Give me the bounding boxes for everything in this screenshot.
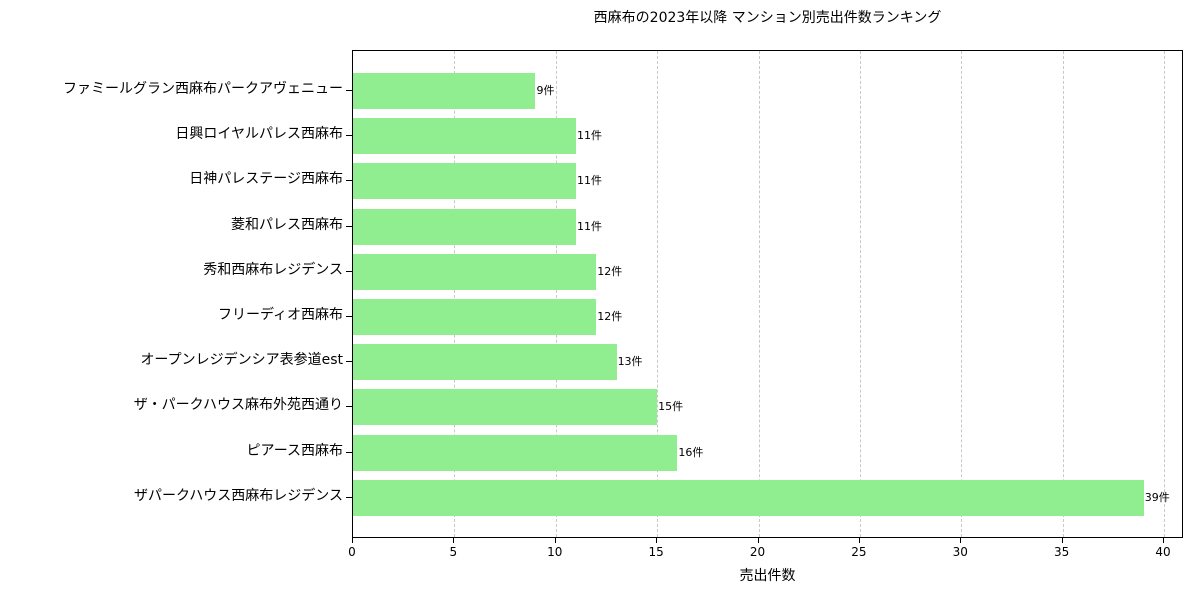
x-tick-label: 20 xyxy=(749,545,766,559)
y-tick-label: オープンレジデンシア表参道est xyxy=(140,352,343,369)
y-tick xyxy=(346,361,352,363)
bar-value-label: 15件 xyxy=(658,400,684,414)
y-tick-label: 秀和西麻布レジデンス xyxy=(203,261,343,278)
x-axis-label: 売出件数 xyxy=(739,568,796,584)
gridline xyxy=(657,51,659,537)
x-tick-label: 5 xyxy=(449,545,458,559)
x-tick xyxy=(656,538,658,543)
bar xyxy=(353,73,536,109)
x-tick xyxy=(757,538,759,543)
gridline xyxy=(1062,51,1064,537)
x-tick xyxy=(1061,538,1063,543)
bar xyxy=(353,208,577,245)
bar xyxy=(353,299,597,335)
y-tick-label: ピアース西麻布 xyxy=(246,442,343,459)
y-tick-label: ファミールグラン西麻布パークアヴェニュー xyxy=(63,81,343,97)
gridline xyxy=(859,51,861,537)
y-tick xyxy=(346,406,352,408)
gridline xyxy=(555,51,557,537)
y-tick xyxy=(346,316,352,317)
y-tick xyxy=(346,180,352,182)
gridline xyxy=(961,51,963,537)
bar-value-label: 12件 xyxy=(597,310,623,323)
bar xyxy=(353,253,597,290)
x-tick xyxy=(352,538,353,543)
y-tick xyxy=(346,270,352,272)
x-tick-label: 15 xyxy=(648,545,664,559)
bar-value-label: 12件 xyxy=(597,264,623,278)
y-tick-label: ザパークハウス西麻布レジデンス xyxy=(133,487,343,504)
y-tick xyxy=(346,225,352,227)
x-tick xyxy=(858,538,860,543)
x-tick xyxy=(960,538,962,543)
plot-area: 9件 11件 11件 11件 12件 12件 13件 15件 16件 39件 xyxy=(352,50,1183,538)
y-tick xyxy=(346,451,352,453)
gridline xyxy=(758,51,760,537)
bar-value-label: 11件 xyxy=(577,174,603,188)
y-tick-label: 日興ロイヤルパレス西麻布 xyxy=(175,126,343,143)
bar xyxy=(353,389,658,426)
bar-value-label: 9件 xyxy=(536,84,555,97)
x-tick-label: 40 xyxy=(1155,545,1171,559)
y-tick xyxy=(346,135,352,137)
y-tick-label: 菱和パレス西麻布 xyxy=(231,216,343,233)
bar xyxy=(353,479,1144,516)
bar xyxy=(353,434,678,471)
x-tick xyxy=(554,538,556,543)
gridline xyxy=(454,51,456,537)
bar-value-label: 11件 xyxy=(577,129,603,143)
y-tick-label: フリーディオ西麻布 xyxy=(217,307,343,323)
y-tick-label: ザ・パークハウス麻布外苑西通り xyxy=(133,397,343,414)
x-tick-label: 25 xyxy=(851,545,867,559)
bar xyxy=(353,118,577,155)
x-tick-label: 10 xyxy=(547,545,563,559)
x-tick-label: 0 xyxy=(348,545,356,559)
bar-value-label: 11件 xyxy=(577,219,603,233)
x-tick xyxy=(453,538,455,543)
y-tick xyxy=(346,90,352,91)
x-tick-label: 35 xyxy=(1053,545,1070,559)
bar xyxy=(353,163,577,200)
bar-value-label: 16件 xyxy=(678,445,704,459)
bar-value-label: 13件 xyxy=(617,355,643,369)
gridline xyxy=(1164,51,1165,537)
bar-value-label: 39件 xyxy=(1144,490,1170,504)
x-tick xyxy=(1163,538,1164,543)
y-tick xyxy=(346,496,352,498)
y-tick-label: 日神パレステージ西麻布 xyxy=(189,171,343,188)
chart-title: 西麻布の2023年以降 マンション別売出件数ランキング xyxy=(593,10,942,26)
x-tick-label: 30 xyxy=(952,545,968,559)
bar xyxy=(353,344,617,381)
